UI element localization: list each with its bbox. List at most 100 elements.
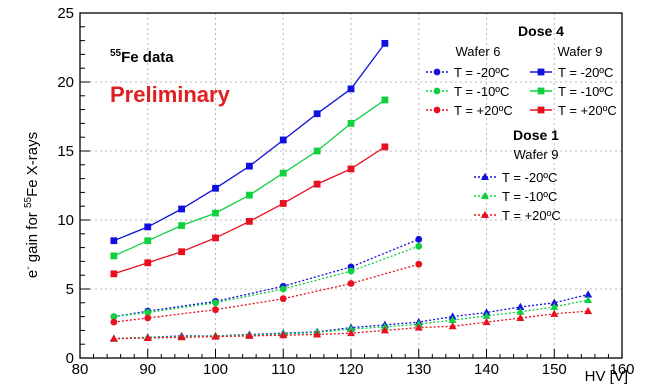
data-point: [313, 110, 321, 118]
data-point: [347, 324, 355, 333]
data-point: [178, 205, 186, 213]
data-point: [313, 147, 321, 155]
data-point: [143, 333, 152, 341]
x-tick-label: 140: [474, 361, 499, 378]
x-tick-label: 110: [271, 361, 295, 378]
y-tick-label: 15: [57, 143, 74, 160]
y-axis-label-part: gain for: [24, 208, 41, 266]
legend-entries: T = -20ºC T = -20ºC T = -20ºC T = -10ºC T = …: [426, 65, 617, 223]
data-point: [415, 260, 423, 268]
data-point: [144, 237, 152, 245]
legend-dose4-wafer9: Wafer 9: [557, 44, 602, 59]
legend-marker: [433, 68, 441, 76]
data-point: [380, 326, 389, 334]
data-point: [347, 328, 355, 337]
data-point: [516, 307, 525, 315]
data-point: [110, 313, 118, 320]
preliminary-label: Preliminary: [110, 82, 231, 107]
data-point: [415, 242, 423, 250]
data-point: [245, 217, 253, 225]
data-point: [144, 314, 152, 322]
y-axis-label: e- gain for 55Fe X-rays: [23, 132, 41, 278]
x-axis-label: HV [V]: [585, 368, 628, 384]
y-tick-label: 20: [57, 74, 74, 91]
data-point: [144, 309, 152, 316]
data-point: [347, 120, 355, 127]
data-point: [177, 333, 186, 341]
legend-entry: T = -20ºC: [426, 65, 509, 80]
legend-marker: [433, 106, 441, 114]
y-tick-label: 5: [66, 281, 74, 298]
data-point: [110, 237, 118, 245]
legend-label: T = +20ºC: [558, 103, 617, 118]
data-point: [279, 331, 288, 339]
data-point: [212, 234, 219, 242]
legend-entry: T = -10ºC: [474, 189, 557, 204]
data-point: [245, 191, 253, 199]
data-point: [347, 165, 355, 173]
legend-label: T = +20ºC: [502, 208, 561, 223]
data-point: [279, 136, 287, 144]
data-point: [448, 315, 457, 324]
legend-marker: [481, 191, 489, 199]
data-point: [279, 285, 287, 293]
legend-entry: T = +20ºC: [530, 103, 617, 118]
data-point: [414, 323, 423, 331]
legend-marker: [433, 87, 441, 95]
legend-dose4-title: Dose 4: [518, 23, 564, 39]
legend-label: T = -10ºC: [558, 84, 613, 99]
data-point: [212, 184, 219, 192]
data-point: [279, 200, 287, 207]
legend-entry: T = +20ºC: [426, 103, 513, 118]
legend-dose1-wafer9: Wafer 9: [513, 147, 558, 162]
data-point: [347, 280, 355, 287]
data-point: [381, 39, 389, 47]
plot-frame: [79, 12, 623, 359]
series-dose4_w6-m20: [110, 235, 423, 320]
y-tick-label: 0: [66, 350, 74, 367]
legend-entry: T = -10ºC: [426, 84, 509, 99]
legend-entry: T = +20ºC: [474, 208, 561, 223]
data-point: [279, 295, 287, 303]
legend-marker: [537, 87, 545, 95]
legend-label: T = +20ºC: [454, 103, 513, 118]
data-point: [144, 223, 152, 231]
data-point: [313, 330, 322, 338]
legend-dose1-title: Dose 1: [513, 127, 559, 143]
legend-marker: [537, 68, 545, 76]
data-point: [110, 318, 118, 326]
data-point: [381, 96, 389, 104]
series-dose4_w6-p20: [110, 260, 423, 326]
data-point: [550, 298, 559, 306]
data-point: [347, 267, 355, 275]
grid: [80, 13, 622, 358]
y-tick-label: 10: [57, 212, 74, 229]
y-axis-label-part: 55: [23, 196, 34, 208]
legend-label: T = -10ºC: [502, 189, 557, 204]
data-point: [550, 309, 559, 317]
legend-entry: T = -10ºC: [530, 84, 613, 99]
data-point: [109, 334, 118, 342]
data-point: [381, 143, 389, 151]
legend-entry: T = -20ºC: [530, 65, 613, 80]
legend-marker: [481, 210, 489, 218]
data-point: [584, 295, 593, 304]
legend-marker: [481, 172, 489, 180]
series-dose4_w6-m10: [110, 242, 423, 320]
data-point: [516, 302, 525, 310]
data-point: [313, 180, 321, 188]
legend-label: T = -20ºC: [502, 170, 557, 185]
x-tick-label: 150: [542, 361, 567, 378]
legend-label: T = -10ºC: [454, 84, 509, 99]
y-tick-label: 25: [57, 5, 74, 22]
data-point: [178, 248, 186, 256]
data-point: [482, 317, 491, 326]
x-tick-label: 90: [139, 361, 156, 378]
x-tick-label: 80: [72, 361, 89, 378]
data-point: [110, 270, 118, 278]
legend-dose4-wafer6: Wafer 6: [455, 44, 500, 59]
data-point: [178, 222, 186, 229]
data-point: [245, 162, 253, 170]
